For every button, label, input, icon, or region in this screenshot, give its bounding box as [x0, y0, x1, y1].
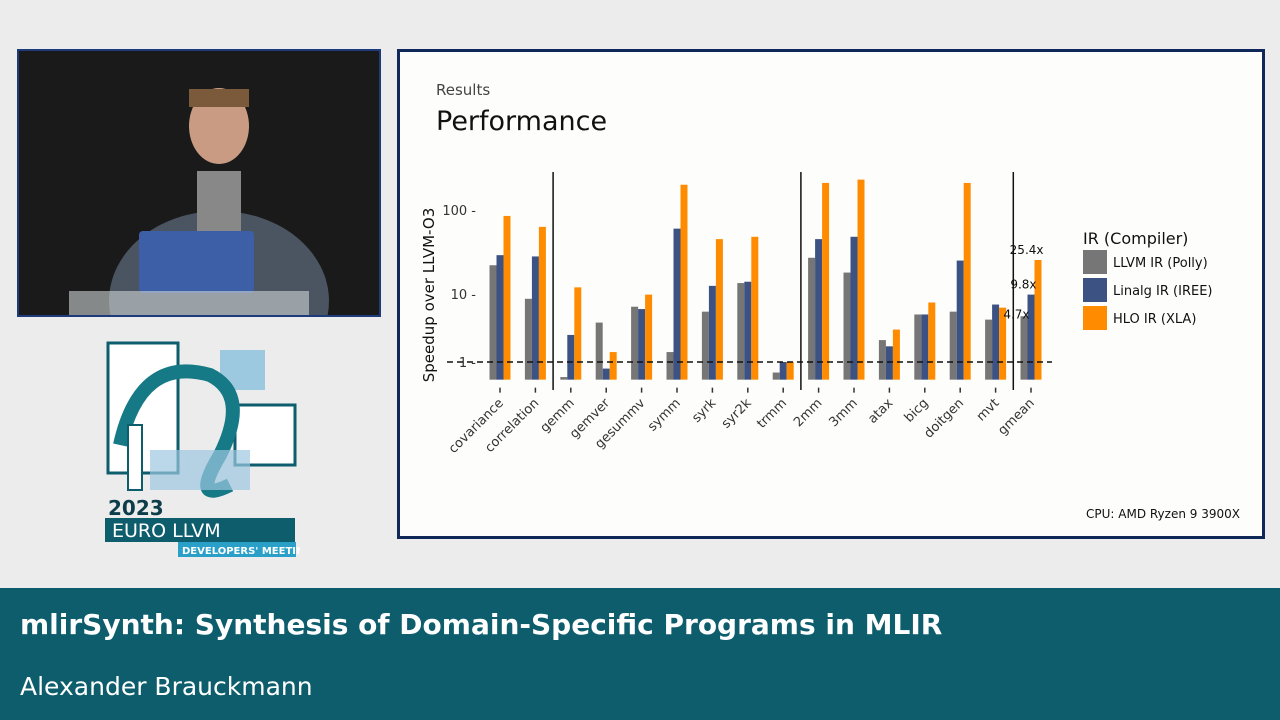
bar-trmm-0 — [772, 372, 780, 380]
y-axis-label: Speedup over LLVM-O3 — [420, 208, 438, 383]
bar-doitgen-1 — [956, 260, 964, 380]
slide-section: Results — [436, 81, 490, 99]
bar-correlation-0 — [524, 298, 532, 380]
x-tick-label: 2mm — [791, 396, 825, 430]
bar-gemver-2 — [609, 352, 617, 380]
x-tick-label: syr2k — [719, 396, 755, 432]
legend-label: LLVM IR (Polly) — [1113, 256, 1208, 271]
bar-gmean-2 — [1034, 259, 1042, 380]
slide-title: Performance — [436, 106, 607, 137]
bar-gesummv-2 — [645, 294, 653, 380]
bar-correlation-1 — [531, 256, 539, 380]
bar-gmean-1 — [1027, 294, 1035, 380]
bar-trmm-1 — [779, 362, 787, 380]
legend-swatch — [1083, 278, 1107, 302]
bar-gemver-0 — [595, 322, 603, 380]
euro-llvm-logo: 2023 EURO LLVM DEVELOPERS' MEETING — [100, 335, 313, 560]
bar-gesummv-0 — [631, 306, 639, 380]
legend-title: IR (Compiler) — [1083, 229, 1188, 248]
speedup-chart: Results Performance CPU: AMD Ryzen 9 390… — [420, 81, 1240, 521]
speaker-video — [17, 49, 381, 317]
svg-text:2023: 2023 — [108, 496, 164, 520]
talk-banner: mlirSynth: Synthesis of Domain-Specific … — [0, 588, 1280, 720]
svg-text:DEVELOPERS' MEETING: DEVELOPERS' MEETING — [182, 546, 300, 557]
bar-mvt-2 — [999, 307, 1007, 380]
bar-gemm-2 — [574, 287, 582, 380]
bar-symm-2 — [680, 184, 688, 380]
bar-syrk-2 — [715, 239, 723, 380]
talk-title: mlirSynth: Synthesis of Domain-Specific … — [20, 608, 943, 641]
gmean-annotation: 9.8x — [1010, 278, 1036, 292]
bar-syrk-0 — [701, 311, 709, 380]
x-tick-label: doitgen — [921, 396, 967, 442]
bar-covariance-1 — [496, 255, 504, 380]
bar-gesummv-1 — [638, 309, 646, 380]
bar-bicg-0 — [914, 314, 922, 380]
footnote: CPU: AMD Ryzen 9 3900X — [1086, 507, 1240, 521]
x-tick-label: mvt — [974, 396, 1003, 425]
bar-syr2k-2 — [751, 236, 759, 380]
bar-gemm-1 — [567, 334, 575, 380]
bar-syr2k-0 — [737, 283, 745, 380]
bar-bicg-2 — [928, 302, 936, 380]
bar-gmean-0 — [1020, 316, 1028, 380]
bar-doitgen-2 — [963, 182, 971, 380]
bar-syrk-1 — [708, 285, 716, 380]
x-tick-label: bicg — [902, 396, 932, 426]
bar-symm-1 — [673, 228, 681, 380]
bar-syr2k-1 — [744, 281, 752, 380]
bar-gemver-1 — [602, 368, 610, 380]
bar-atax-2 — [892, 329, 900, 380]
bar-2mm-1 — [815, 239, 823, 380]
bar-3mm-2 — [857, 179, 865, 380]
y-tick-label: 100 - — [442, 204, 476, 219]
x-tick-label: symm — [645, 396, 684, 435]
legend-label: HLO IR (XLA) — [1113, 312, 1196, 327]
x-tick-label: atax — [865, 396, 896, 427]
x-tick-label: 3mm — [826, 396, 860, 430]
bar-2mm-2 — [822, 182, 830, 380]
bar-gemm-0 — [560, 377, 568, 380]
bar-2mm-0 — [808, 257, 816, 380]
speaker-image — [19, 51, 379, 315]
bar-3mm-0 — [843, 272, 851, 380]
speaker-name: Alexander Brauckmann — [20, 672, 313, 701]
bar-covariance-0 — [489, 265, 497, 380]
legend-swatch — [1083, 250, 1107, 274]
bar-mvt-0 — [985, 319, 993, 380]
gmean-annotation: 25.4x — [1010, 243, 1044, 257]
gmean-annotation: 4.7x — [1003, 307, 1029, 321]
legend-swatch — [1083, 306, 1107, 330]
bar-covariance-2 — [503, 215, 511, 380]
bar-3mm-1 — [850, 236, 858, 380]
x-tick-label: trmm — [754, 396, 790, 432]
bar-trmm-2 — [786, 362, 794, 380]
bar-mvt-1 — [992, 304, 1000, 380]
y-tick-label: 10 - — [451, 288, 477, 303]
bar-atax-0 — [878, 340, 886, 380]
bar-atax-1 — [885, 346, 893, 380]
x-tick-label: gmean — [995, 396, 1038, 439]
bar-correlation-2 — [538, 226, 546, 380]
legend-label: Linalg IR (IREE) — [1113, 284, 1213, 299]
x-tick-label: syrk — [689, 396, 719, 426]
svg-text:EURO LLVM: EURO LLVM — [112, 520, 221, 542]
bar-bicg-1 — [921, 314, 929, 380]
bar-doitgen-0 — [949, 311, 957, 380]
y-tick-label: 1 - — [459, 356, 476, 371]
bar-symm-0 — [666, 352, 674, 380]
slide: Results Performance CPU: AMD Ryzen 9 390… — [397, 49, 1265, 539]
